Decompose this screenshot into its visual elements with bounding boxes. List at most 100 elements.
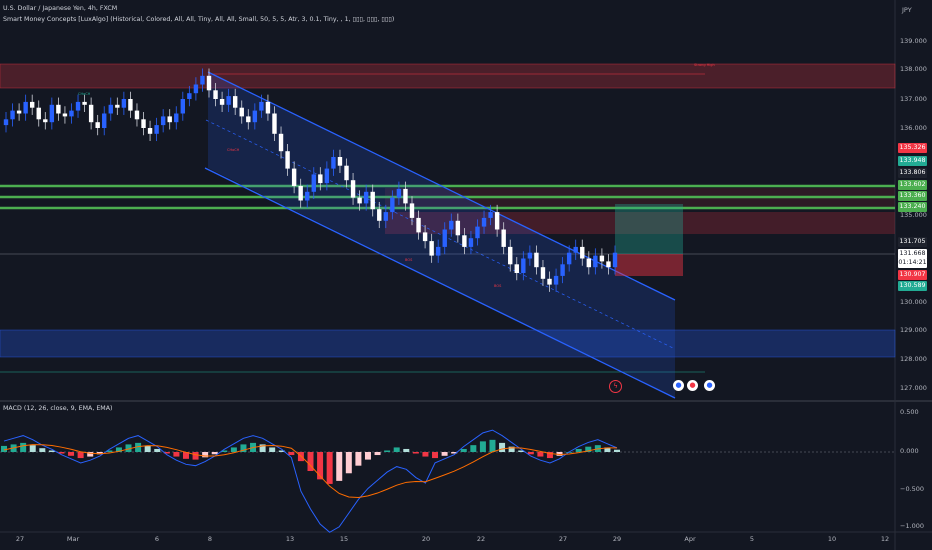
macd-histogram-bar (527, 452, 534, 455)
macd-histogram-bar (412, 452, 419, 454)
macd-histogram-bar (96, 452, 103, 455)
candle-body (409, 203, 415, 218)
candle-body (422, 232, 428, 242)
us-flag-event-icon-2[interactable]: ● (704, 380, 715, 391)
countdown-tag: 01:14:21 (898, 258, 927, 268)
candle-body (115, 104, 120, 108)
time-label: Mar (66, 535, 80, 543)
choch-label: CHoCH (78, 92, 91, 96)
lightning-event-icon[interactable]: ϟ (609, 380, 622, 393)
candle-body (167, 116, 172, 123)
candle-body (82, 101, 87, 105)
macd-tick: 0.000 (900, 447, 919, 455)
time-label: 20 (421, 535, 431, 543)
candle-body (363, 191, 369, 204)
candle-body (357, 197, 362, 204)
candle-body (36, 107, 41, 120)
candle-body (573, 246, 578, 253)
candle-body (553, 275, 559, 285)
candle-body (305, 191, 310, 201)
demand-zone (0, 329, 896, 358)
macd-histogram-bar (575, 448, 582, 452)
candle-body (272, 113, 277, 134)
candle-body (265, 101, 271, 114)
candle-body (219, 99, 225, 105)
candle-body (481, 217, 487, 227)
candle-body (324, 168, 330, 184)
supply-zone (385, 212, 895, 234)
candle-body (449, 220, 454, 230)
macd-histogram-bar (393, 447, 400, 452)
jp-flag-event-icon[interactable]: ● (687, 380, 698, 391)
price-tag: 135.326 (898, 143, 927, 153)
candle-body (160, 116, 166, 126)
price-tick: 139.000 (900, 37, 927, 45)
macd-histogram-bar (221, 450, 228, 452)
target-zone (615, 204, 683, 254)
price-tag: 131.705 (898, 237, 927, 247)
candle-body (49, 104, 55, 123)
candle-body (298, 186, 303, 201)
candle-body (232, 96, 238, 108)
candle-body (593, 255, 598, 268)
candle-body (586, 258, 592, 268)
candle-body (121, 99, 127, 108)
candle-body (429, 241, 434, 256)
candle-body (154, 125, 159, 134)
candle-body (534, 252, 539, 268)
candle-body (514, 264, 519, 273)
macd-histogram-bar (336, 452, 343, 481)
macd-histogram-bar (20, 442, 27, 452)
macd-histogram-bar (115, 447, 122, 452)
macd-histogram-bar (614, 449, 620, 452)
candle-body (606, 261, 611, 268)
last-price-tag: 131.668 (898, 249, 927, 259)
candle-body (128, 99, 133, 111)
candle-body (291, 168, 297, 186)
price-tick: 135.000 (900, 211, 927, 219)
candle-body (108, 104, 113, 114)
macd-legend[interactable]: MACD (12, 26, close, 9, EMA, EMA) (3, 405, 113, 412)
macd-tick: −0.500 (900, 485, 925, 493)
candle-body (508, 246, 513, 265)
macd-histogram-bar (585, 446, 592, 452)
price-tag: 133.360 (898, 191, 927, 201)
candle-body (468, 238, 474, 247)
macd-histogram-bar (307, 452, 314, 471)
currency-label: JPY (902, 6, 912, 14)
candle-body (331, 157, 336, 169)
macd-histogram-bar (384, 450, 391, 452)
macd-histogram-bar (77, 452, 84, 459)
macd-histogram-bar (144, 445, 151, 452)
time-label: 8 (207, 535, 213, 543)
macd-histogram-bar (451, 452, 458, 454)
candle-body (252, 110, 258, 123)
macd-histogram-bar (479, 441, 486, 452)
price-tick: 130.000 (900, 298, 927, 306)
macd-histogram-bar (604, 447, 611, 452)
candle-body (442, 229, 447, 247)
candle-body (69, 110, 74, 117)
price-tag: 133.240 (898, 202, 927, 212)
candle-body (488, 212, 493, 218)
candle-body (174, 113, 179, 123)
macd-histogram-bar (403, 448, 410, 452)
candle-body (259, 101, 264, 111)
candle-body (311, 174, 316, 192)
candle-body (285, 151, 290, 169)
us-flag-event-icon[interactable]: ● (673, 380, 684, 391)
candle-body (527, 252, 533, 259)
macd-histogram-bar (326, 452, 333, 484)
indicator-legend[interactable]: Smart Money Concepts [LuxAlgo] (Historic… (3, 16, 395, 23)
macd-histogram-bar (240, 444, 247, 452)
candle-body (521, 258, 526, 273)
macd-histogram-bar (29, 445, 36, 452)
candle-body (350, 180, 356, 198)
macd-histogram-bar (499, 442, 506, 452)
candle-body (141, 119, 146, 128)
candle-body (239, 107, 244, 117)
macd-histogram-bar (1, 445, 7, 452)
price-tag: 133.948 (898, 156, 927, 166)
candle-body (23, 101, 28, 114)
